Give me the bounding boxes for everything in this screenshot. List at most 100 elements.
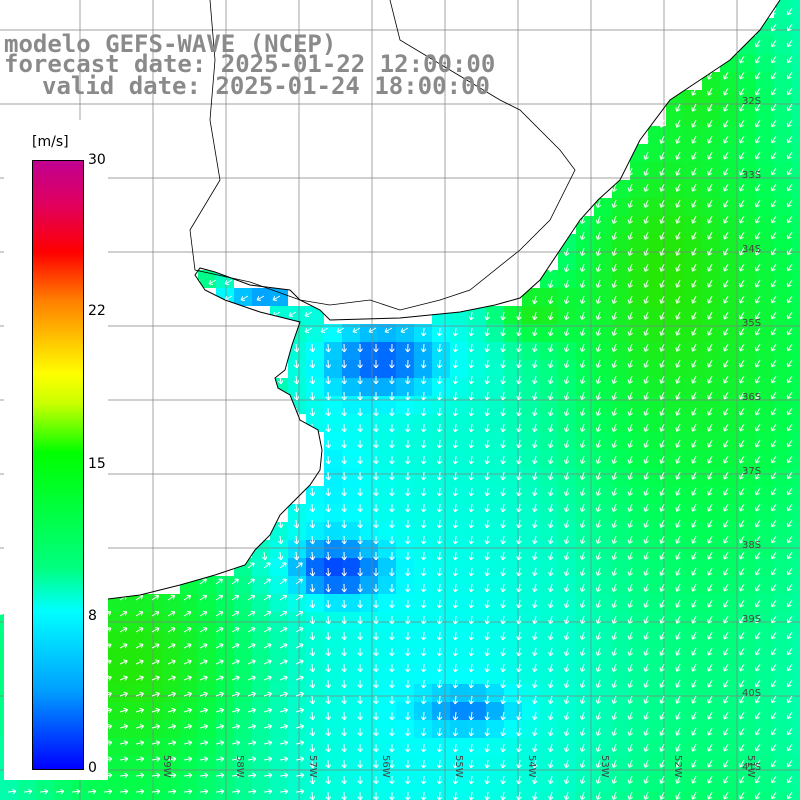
wind-cell: [648, 738, 666, 756]
wind-cell: [720, 576, 738, 594]
wind-cell: [450, 612, 468, 630]
wind-arrow: [691, 407, 697, 416]
wind-cell: [756, 162, 774, 180]
wind-arrow: [770, 503, 777, 512]
wind-cell: [288, 666, 306, 684]
wind-arrow: [707, 87, 713, 96]
wind-cell: [756, 612, 774, 630]
wind-arrow: [468, 551, 475, 561]
wind-arrow: [400, 327, 409, 333]
wind-cell: [630, 414, 648, 432]
wind-cell: [198, 666, 216, 684]
wind-cell: [576, 756, 594, 774]
wind-cell: [666, 126, 684, 144]
wind-arrow: [563, 471, 570, 481]
wind-arrow: [309, 375, 316, 385]
wind-cell: [594, 504, 612, 522]
wind-cell: [702, 774, 720, 792]
wind-cell: [684, 756, 702, 774]
wind-cell: [360, 594, 378, 612]
wind-cell: [738, 324, 756, 342]
wind-arrow: [579, 423, 586, 433]
wind-cell: [378, 468, 396, 486]
wind-cell: [396, 324, 414, 342]
wind-cell: [450, 720, 468, 738]
wind-cell: [792, 342, 800, 360]
wind-arrow: [309, 503, 316, 513]
wind-arrow: [659, 135, 665, 144]
wind-arrow: [452, 503, 459, 513]
wind-arrow: [262, 551, 268, 561]
wind-arrow: [420, 471, 427, 481]
wind-arrow: [770, 407, 777, 416]
wind-cell: [126, 702, 144, 720]
wind-arrow: [770, 519, 777, 528]
wind-cell: [180, 666, 198, 684]
wind-cell: [504, 684, 522, 702]
wind-arrow: [309, 391, 316, 401]
wind-arrow: [357, 567, 363, 577]
wind-arrow: [452, 551, 459, 561]
wind-arrow: [770, 471, 777, 480]
wind-cell: [486, 594, 504, 612]
wind-cell: [756, 270, 774, 288]
wind-cell: [648, 180, 666, 198]
wind-arrow: [786, 343, 793, 352]
wind-cell: [630, 774, 648, 792]
wind-arrow: [675, 599, 681, 608]
wind-cell: [792, 288, 800, 306]
wind-cell: [234, 666, 252, 684]
wind-arrow: [452, 519, 459, 529]
wind-cell: [180, 756, 198, 774]
wind-cell: [702, 648, 720, 666]
wind-cell: [342, 540, 360, 558]
wind-cell: [792, 360, 800, 378]
wind-cell: [450, 576, 468, 594]
wind-arrow: [675, 535, 681, 544]
wind-cell: [648, 558, 666, 576]
wind-arrow: [373, 535, 379, 545]
wind-cell: [360, 684, 378, 702]
wind-arrow: [627, 263, 633, 272]
wind-arrow: [119, 643, 128, 649]
wind-arrow: [548, 487, 554, 497]
wind-arrow: [691, 535, 697, 544]
wind-arrow: [293, 375, 300, 385]
wind-arrow: [151, 627, 160, 633]
wind-cell: [756, 540, 774, 558]
wind-arrow: [611, 247, 617, 256]
wind-arrow: [277, 375, 284, 385]
wind-cell: [270, 648, 288, 666]
wind-cell: [216, 756, 234, 774]
wind-arrow: [468, 375, 475, 385]
wind-cell: [180, 648, 198, 666]
wind-arrow: [691, 231, 697, 240]
colorbar-tick-30: 30: [88, 152, 106, 168]
wind-cell: [720, 720, 738, 738]
wind-arrow: [357, 455, 363, 465]
wind-arrow: [707, 311, 713, 320]
wind-arrow: [420, 375, 427, 385]
wind-cell: [486, 396, 504, 414]
wind-cell: [522, 720, 540, 738]
wind-cell: [324, 792, 342, 800]
wind-cell: [540, 540, 558, 558]
wind-cell: [792, 594, 800, 612]
wind-arrow: [675, 551, 681, 560]
wind-cell: [738, 108, 756, 126]
wind-arrow: [770, 231, 777, 240]
wind-arrow: [691, 567, 697, 576]
wind-arrow: [659, 567, 665, 576]
wind-arrow: [723, 71, 729, 80]
wind-arrow: [452, 455, 459, 465]
wind-arrow: [199, 611, 208, 617]
wind-cell: [612, 666, 630, 684]
wind-arrow: [723, 231, 729, 240]
wind-cell: [720, 756, 738, 774]
wind-cell: [504, 540, 522, 558]
wind-cell: [558, 684, 576, 702]
colorbar-legend: [m/s] 30 22 15 8 0: [4, 120, 108, 780]
wind-arrow: [643, 295, 649, 304]
wind-cell: [486, 360, 504, 378]
wind-arrow: [500, 551, 506, 561]
